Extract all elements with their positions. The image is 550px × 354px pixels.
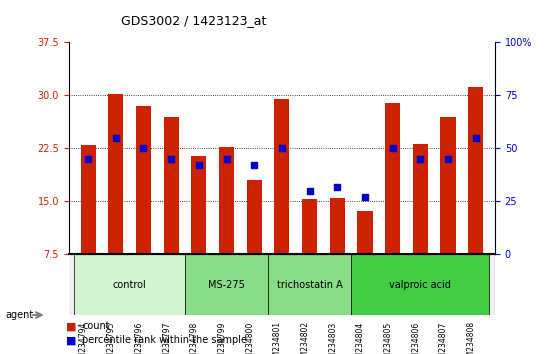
Text: valproic acid: valproic acid: [389, 280, 451, 290]
Bar: [246, 180, 262, 255]
Point: [167, 156, 175, 162]
Point: [112, 135, 120, 141]
Text: control: control: [113, 280, 146, 290]
Text: percentile rank within the sample: percentile rank within the sample: [82, 335, 248, 346]
Point: [305, 188, 314, 194]
Bar: [108, 94, 123, 255]
Bar: [136, 106, 151, 255]
Point: [471, 135, 480, 141]
FancyBboxPatch shape: [268, 255, 351, 315]
Bar: [358, 211, 372, 255]
Bar: [80, 145, 96, 255]
Point: [222, 156, 231, 162]
FancyBboxPatch shape: [74, 255, 185, 315]
Text: agent: agent: [6, 310, 34, 320]
Text: ■: ■: [66, 321, 76, 331]
Point: [250, 162, 258, 168]
Bar: [274, 99, 289, 255]
Bar: [412, 143, 428, 255]
Point: [360, 194, 369, 200]
Point: [333, 184, 342, 189]
Text: ■: ■: [66, 335, 76, 346]
Point: [139, 145, 148, 151]
Bar: [191, 155, 206, 255]
Point: [388, 145, 397, 151]
Bar: [441, 117, 455, 255]
Text: MS-275: MS-275: [208, 280, 245, 290]
Point: [416, 156, 425, 162]
Bar: [302, 199, 317, 255]
Point: [277, 145, 286, 151]
Bar: [219, 147, 234, 255]
Text: count: count: [82, 321, 110, 331]
Text: trichostatin A: trichostatin A: [277, 280, 343, 290]
Bar: [468, 87, 483, 255]
Bar: [385, 103, 400, 255]
Point: [195, 162, 204, 168]
Bar: [163, 117, 179, 255]
FancyBboxPatch shape: [185, 255, 268, 315]
Bar: [329, 198, 345, 255]
FancyBboxPatch shape: [351, 255, 490, 315]
Point: [443, 156, 452, 162]
Point: [84, 156, 92, 162]
Text: GDS3002 / 1423123_at: GDS3002 / 1423123_at: [121, 14, 266, 27]
